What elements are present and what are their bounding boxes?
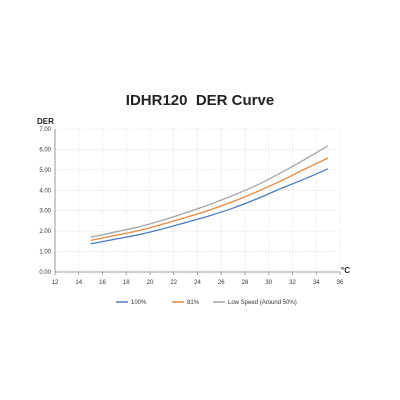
- tick-labels: 0.00 1.00 2.00 3.00 4.00 5.00 6.00 7.00 12 14 16 18…: [39, 127, 344, 286]
- legend-label-0: 100%: [131, 300, 147, 306]
- y-tick-label: 6.00: [39, 147, 51, 153]
- y-tick-label: 3.00: [39, 209, 51, 215]
- y-tick-label: 0.00: [39, 270, 51, 276]
- x-tick-label: 22: [170, 280, 177, 286]
- x-axis-label: °C: [341, 266, 350, 275]
- y-tick-label: 2.00: [39, 229, 51, 235]
- x-tick-label: 24: [194, 280, 201, 286]
- series-lines: [90, 145, 329, 245]
- y-tick-label: 7.00: [39, 127, 51, 133]
- x-tick-label: 28: [242, 280, 249, 286]
- grid: [55, 128, 341, 272]
- x-tick-label: 18: [123, 280, 130, 286]
- legend-label-2: Low Speed (Around 50%): [228, 300, 297, 306]
- series-line-0: [90, 168, 329, 245]
- y-tick-label: 5.00: [39, 168, 51, 174]
- x-tick-label: 14: [75, 280, 82, 286]
- legend: 100% 81% Low Speed (Around 50%): [116, 300, 297, 306]
- x-tick-label: 16: [99, 280, 106, 286]
- y-tick-label: 1.00: [39, 250, 51, 256]
- x-tick-label: 32: [289, 280, 296, 286]
- chart-title: IDHR120 DER Curve: [125, 92, 275, 109]
- series-line-1: [90, 157, 329, 241]
- x-tick-label: 12: [52, 280, 59, 286]
- x-tick-label: 36: [337, 280, 344, 286]
- legend-label-1: 81%: [187, 300, 200, 306]
- x-tick-label: 34: [313, 280, 320, 286]
- y-tick-label: 4.00: [39, 188, 51, 194]
- x-tick-label: 30: [265, 280, 272, 286]
- x-tick-label: 26: [218, 280, 225, 286]
- y-axis-label: DER: [37, 117, 54, 126]
- x-tick-label: 20: [147, 280, 154, 286]
- axes: [54, 129, 341, 275]
- series-line-2: [90, 145, 329, 238]
